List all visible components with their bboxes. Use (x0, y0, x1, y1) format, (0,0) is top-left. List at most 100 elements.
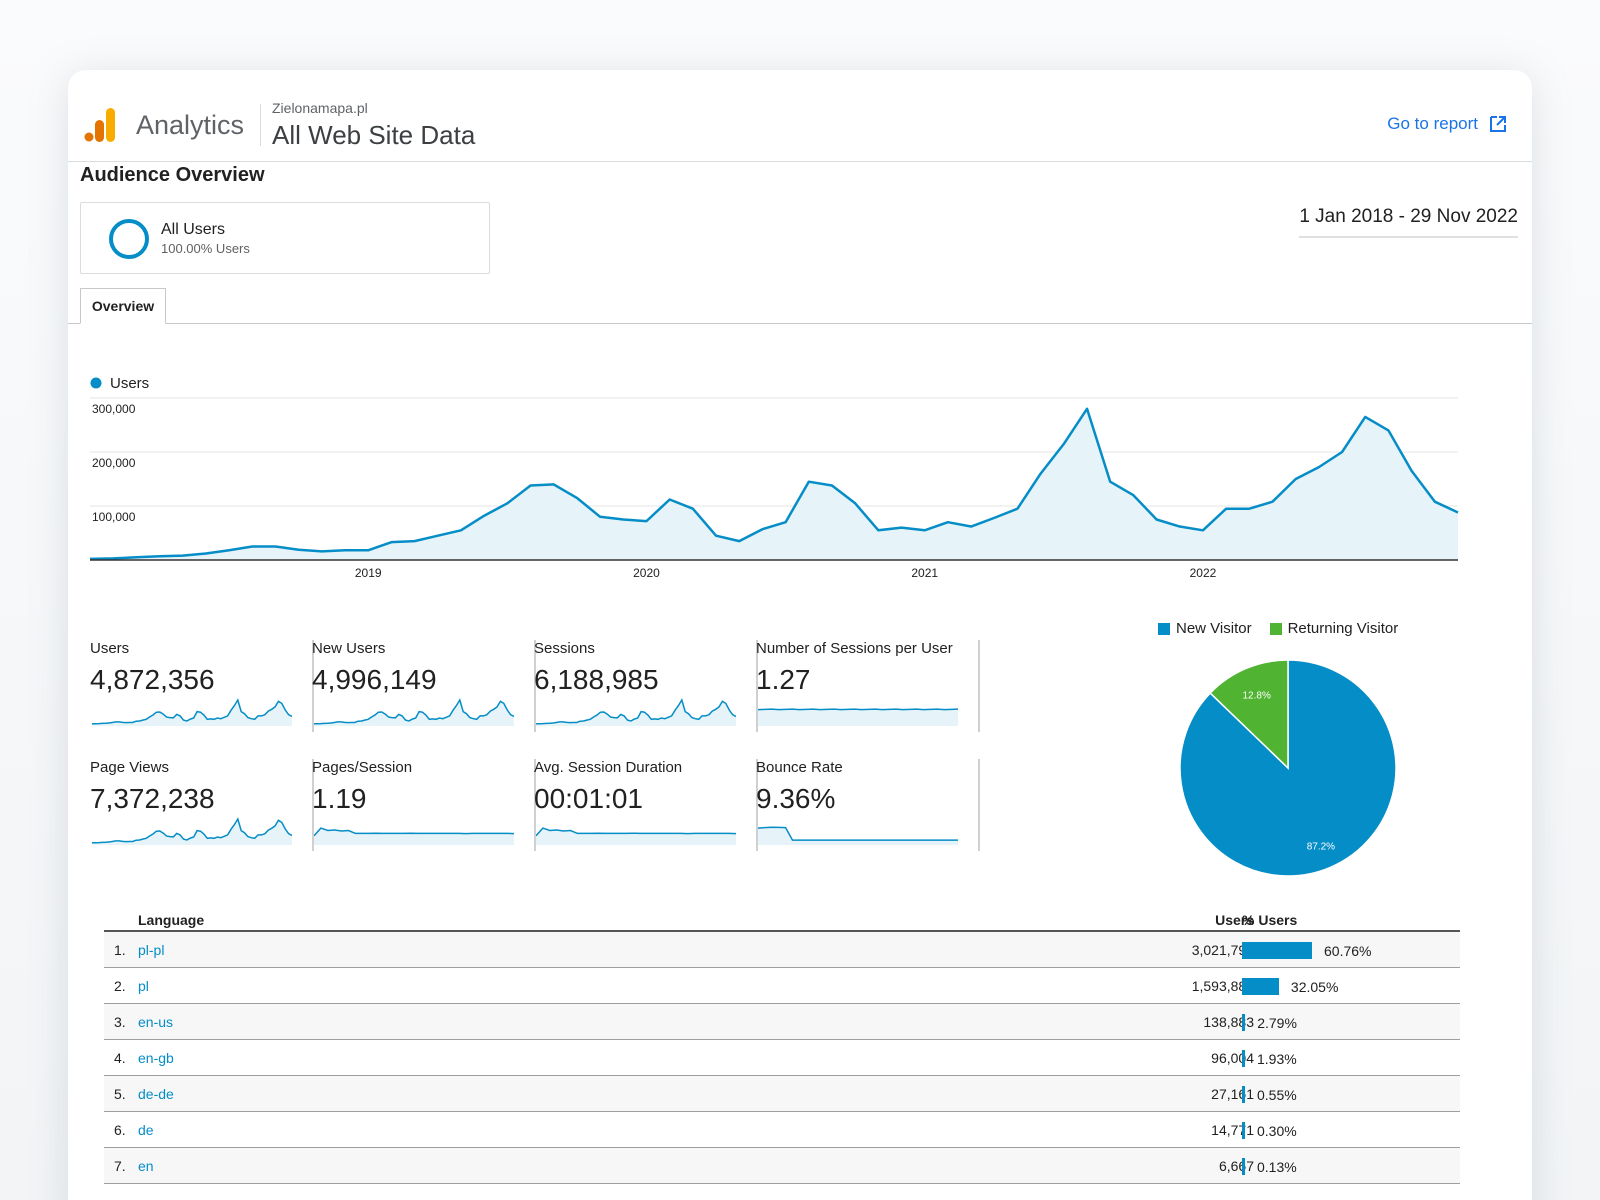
report-header: Analytics Zielonamapa.pl All Web Site Da… (68, 70, 1532, 162)
metric-value: 7,372,238 (90, 783, 215, 814)
new-visitor-swatch (1158, 622, 1170, 635)
metric-label: Users (90, 640, 130, 657)
metric-tile[interactable]: New Users 4,996,149 (312, 640, 536, 732)
language-link[interactable]: en-gb (138, 1050, 174, 1066)
segment-subtitle: 100.00% Users (161, 241, 250, 256)
pct-users-bar (1242, 1122, 1245, 1139)
row-index: 6. (114, 1122, 126, 1138)
sparkline-fill (536, 700, 736, 726)
metric-label: Bounce Rate (756, 759, 843, 776)
pct-users-bar (1242, 978, 1279, 995)
sparkline-line (758, 708, 958, 711)
tab-overview[interactable]: Overview (80, 288, 166, 324)
pie-legend: New Visitor Returning Visitor (1158, 620, 1398, 637)
sparkline-line (92, 817, 292, 844)
sparkline-line (536, 698, 736, 725)
pct-users-bar (1242, 1158, 1245, 1175)
language-table: Language Users % Users 1. pl-pl 3,021,798 6… (104, 902, 1460, 1184)
x-tick-label: 2022 (1190, 566, 1217, 580)
segment-name: All Users (161, 221, 226, 238)
header-pct-users[interactable]: % Users (1242, 912, 1298, 928)
header-language[interactable]: Language (138, 912, 205, 928)
pct-users-bar (1242, 942, 1312, 959)
pct-users-value: 0.13% (1257, 1158, 1297, 1175)
pct-users-cell: 60.76% (1242, 942, 1371, 959)
metric-value: 6,188,985 (534, 664, 659, 695)
go-to-report-link[interactable]: Go to report (1387, 114, 1508, 134)
segment-chip[interactable]: All Users 100.00% Users (80, 202, 490, 274)
y-tick-label: 300,000 (92, 402, 136, 416)
metric-label: Page Views (90, 759, 169, 776)
metric-label: Number of Sessions per User (756, 640, 953, 657)
users-value: 138,883 (1203, 1014, 1254, 1030)
legend-new-visitor: New Visitor (1158, 620, 1252, 637)
metric-tile[interactable]: Sessions 6,188,985 (534, 640, 758, 732)
language-link[interactable]: de (138, 1122, 154, 1138)
sparkline-line (536, 827, 736, 837)
legend-new-visitor-label: New Visitor (1176, 620, 1252, 637)
table-body: 1. pl-pl 3,021,798 60.76% 2. pl 1,593,884 32.05… (104, 932, 1460, 1184)
row-index: 1. (114, 942, 126, 958)
language-link[interactable]: pl (138, 978, 149, 994)
page-title: Audience Overview (80, 164, 265, 186)
sparkline-fill (758, 709, 958, 726)
metric-sparkline (536, 698, 736, 726)
returning-visitor-swatch (1269, 622, 1282, 635)
metric-label: Sessions (534, 640, 595, 657)
sparkline-line (92, 698, 292, 725)
metric-value: 00:01:01 (534, 783, 643, 814)
legend-returning-visitor-label: Returning Visitor (1287, 620, 1399, 637)
pct-users-value: 2.79% (1257, 1014, 1297, 1031)
table-row: 6. de 14,771 0.30% (104, 1112, 1460, 1148)
date-range-picker[interactable]: 1 Jan 2018 - 29 Nov 2022 (1299, 206, 1518, 238)
row-index: 4. (114, 1050, 126, 1066)
app-name: Analytics (136, 110, 245, 140)
analytics-logo-icon (84, 108, 115, 142)
x-tick-label: 2019 (355, 566, 382, 580)
sparkline-fill (92, 819, 292, 845)
metric-label: New Users (312, 640, 386, 657)
metric-tile[interactable]: Page Views 7,372,238 (90, 759, 314, 851)
metric-value: 4,872,356 (90, 664, 215, 695)
metric-value: 1.27 (756, 664, 811, 695)
header-users[interactable]: Users (1215, 912, 1254, 928)
metric-tile[interactable]: Bounce Rate 9.36% (756, 759, 980, 851)
metric-tile[interactable]: Pages/Session 1.19 (312, 759, 536, 851)
tab-divider (68, 323, 1532, 324)
row-index: 3. (114, 1014, 126, 1030)
pct-users-cell: 0.55% (1242, 1086, 1297, 1103)
language-link[interactable]: de-de (138, 1086, 174, 1102)
pie-slice-returning-visitor[interactable] (1209, 659, 1289, 770)
pct-users-cell: 0.13% (1242, 1158, 1297, 1175)
pct-users-value: 0.30% (1257, 1122, 1297, 1139)
sparkline-fill (758, 827, 958, 845)
metric-tile[interactable]: Number of Sessions per User 1.27 (756, 640, 980, 732)
sparkline-line (314, 827, 514, 837)
metric-tile[interactable]: Avg. Session Duration 00:01:01 (534, 759, 758, 851)
report-card: Analytics Zielonamapa.pl All Web Site Da… (68, 70, 1532, 1200)
legend-users-label: Users (110, 375, 149, 392)
metric-tile[interactable]: Users 4,872,356 (90, 640, 314, 732)
language-link[interactable]: en-us (138, 1014, 174, 1030)
pct-users-cell: 32.05% (1242, 978, 1338, 995)
sparkline-fill (536, 828, 736, 845)
table-header: Language Users % Users (104, 902, 1460, 932)
users-value: 6,667 (1218, 1158, 1254, 1174)
pct-users-cell: 1.93% (1242, 1050, 1297, 1067)
x-tick-label: 2021 (911, 566, 938, 580)
pct-users-value: 0.55% (1257, 1086, 1297, 1103)
pct-users-value: 60.76% (1324, 942, 1372, 959)
go-to-report-label: Go to report (1387, 114, 1478, 133)
pct-users-bar (1242, 1014, 1246, 1031)
sparkline-line (758, 826, 958, 841)
metric-value: 9.36% (756, 783, 836, 814)
users-value: 3,021,798 (1191, 942, 1254, 958)
language-link[interactable]: en (138, 1158, 154, 1174)
y-tick-label: 100,000 (92, 510, 136, 524)
metric-sparkline (314, 827, 514, 845)
metric-sparkline (314, 698, 514, 726)
language-link[interactable]: pl-pl (138, 942, 165, 958)
header-divider (260, 104, 261, 146)
metric-label: Pages/Session (312, 759, 413, 776)
pct-users-cell: 2.79% (1242, 1014, 1297, 1031)
